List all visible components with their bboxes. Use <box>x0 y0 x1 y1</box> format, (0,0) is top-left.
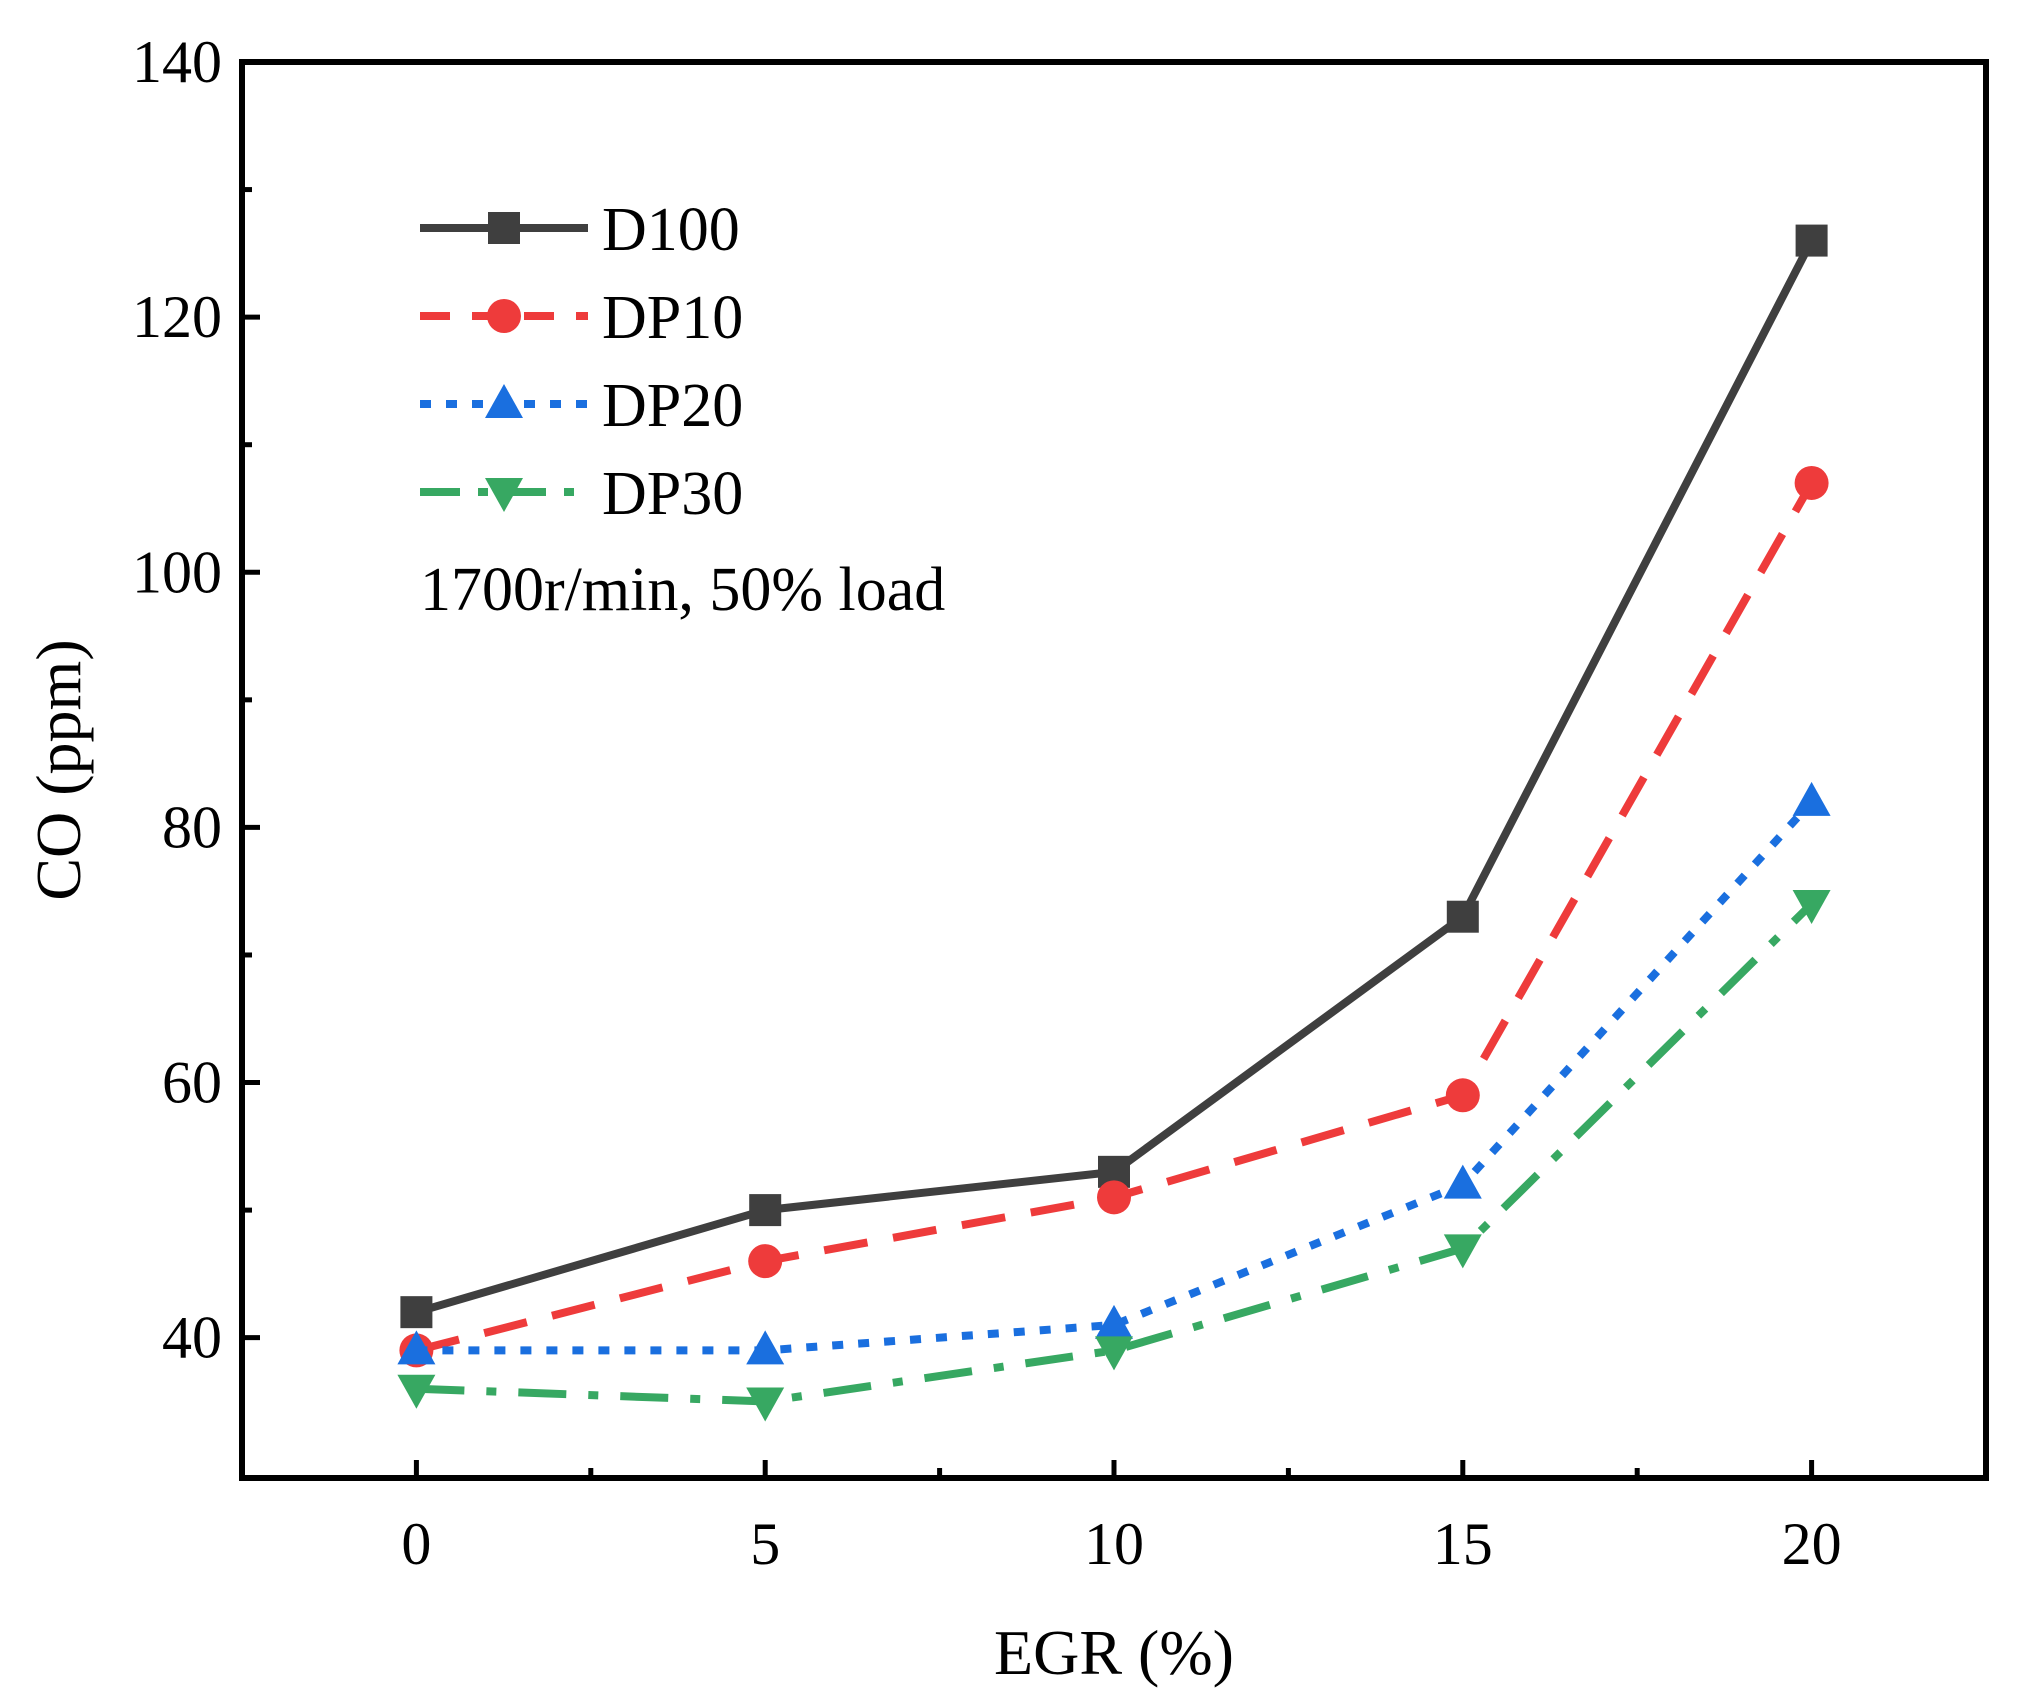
data-point <box>1443 1234 1482 1269</box>
data-point <box>400 1296 433 1329</box>
legend-label: DP10 <box>602 284 743 352</box>
data-point <box>1792 889 1831 924</box>
series-d100 <box>400 224 1828 1329</box>
legend: D100 DP10 DP20 DP30 <box>420 196 743 528</box>
series-layer <box>397 224 1831 1422</box>
x-axis-title: EGR (%) <box>994 1617 1234 1688</box>
x-tick-label: 5 <box>750 1511 780 1577</box>
y-tick-label: 100 <box>132 539 222 605</box>
x-tick-label: 20 <box>1782 1511 1842 1577</box>
y-tick-label: 120 <box>132 284 222 350</box>
series-line <box>416 901 1815 1406</box>
data-point <box>1446 900 1479 933</box>
data-point <box>397 1374 436 1409</box>
data-point <box>1792 781 1831 816</box>
x-tick-label: 10 <box>1084 1511 1144 1577</box>
y-tick-label: 40 <box>162 1305 222 1371</box>
data-point <box>1095 1336 1133 1371</box>
y-tick-label: 60 <box>162 1050 222 1116</box>
data-point <box>1445 1078 1480 1113</box>
x-tick-label: 0 <box>401 1511 431 1577</box>
data-point <box>1795 224 1828 257</box>
x-tick-label: 15 <box>1433 1511 1493 1577</box>
data-point <box>1794 465 1829 500</box>
y-tick-label: 80 <box>162 794 222 860</box>
y-tick-label: 140 <box>132 29 222 95</box>
legend-item: DP20 <box>420 372 743 440</box>
legend-item: DP10 <box>420 284 743 352</box>
data-point <box>1095 1304 1133 1339</box>
legend-marker <box>485 478 523 512</box>
legend-label: DP20 <box>602 372 743 440</box>
legend-marker <box>485 384 523 418</box>
legend-item: DP30 <box>420 460 743 528</box>
data-point <box>749 1194 782 1227</box>
data-point <box>748 1244 783 1279</box>
data-point <box>1097 1180 1131 1215</box>
ticks-layer: 0 5 10 15 20 40 60 80 100 120 140 <box>132 29 1842 1577</box>
legend-marker <box>487 299 521 333</box>
series-dp30 <box>397 889 1831 1422</box>
condition-annotation: 1700r/min, 50% load <box>420 556 945 624</box>
legend-label: DP30 <box>602 460 743 528</box>
legend-item: D100 <box>420 196 740 264</box>
data-point <box>746 1330 785 1365</box>
data-point <box>746 1387 785 1422</box>
series-dp20 <box>397 781 1831 1365</box>
legend-label: D100 <box>602 196 740 264</box>
y-axis-title: CO (ppm) <box>23 639 94 900</box>
data-point <box>1443 1164 1482 1199</box>
data-point <box>397 1330 436 1365</box>
legend-marker <box>488 212 520 244</box>
